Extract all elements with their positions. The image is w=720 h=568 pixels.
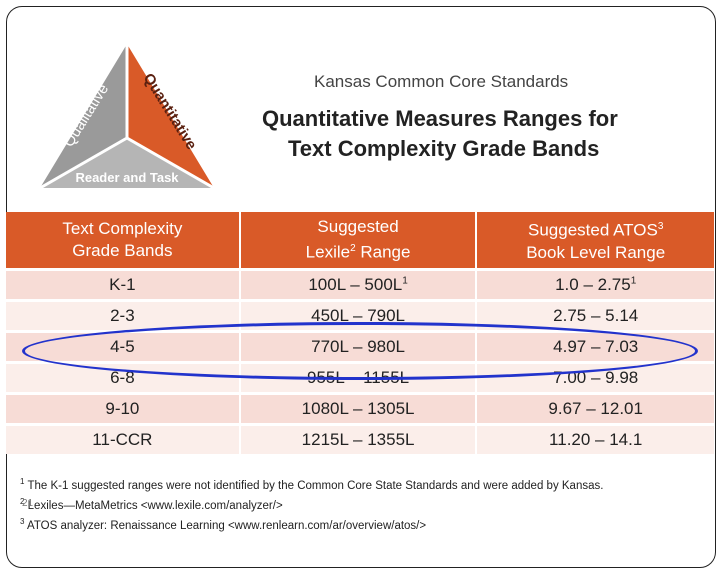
table-row: 9-10 1080L – 1305L 9.67 – 12.01 xyxy=(6,392,714,425)
qualitative-segment xyxy=(40,44,127,188)
lexile-cell: 1080L – 1305L xyxy=(239,392,478,425)
grade-band-cell: 9-10 xyxy=(6,392,241,425)
atos-cell: 11.20 – 14.1 xyxy=(476,423,714,454)
table-row: K-1 100L – 500L1 1.0 – 2.751 xyxy=(6,268,714,301)
page-number: 21 xyxy=(22,498,34,509)
table-row: 11-CCR 1215L – 1355L 11.20 – 14.1 xyxy=(6,423,714,454)
lexile-cell: 100L – 500L1 xyxy=(239,268,478,301)
atos-cell: 9.67 – 12.01 xyxy=(476,392,714,425)
text-complexity-triangle-logo: Qualitative Quantitative Reader and Task xyxy=(39,44,215,188)
title-line-2: Text Complexity Grade Bands xyxy=(288,136,600,161)
footnote-3: 3 ATOS analyzer: Renaissance Learning <w… xyxy=(20,516,427,532)
quantitative-segment xyxy=(127,44,214,188)
table-header-row: Text Complexity Grade Bands Suggested Le… xyxy=(6,212,714,270)
title-line-1: Quantitative Measures Ranges for xyxy=(262,106,618,131)
atos-cell: 1.0 – 2.751 xyxy=(476,268,714,301)
highlight-ellipse xyxy=(22,322,698,380)
header-lexile-range: Suggested Lexile2 Range xyxy=(239,212,478,270)
header-grade-bands: Text Complexity Grade Bands xyxy=(6,212,241,270)
reader-task-label: Reader and Task xyxy=(75,170,179,185)
grade-band-cell: K-1 xyxy=(6,268,241,301)
footnote-1: 1 The K-1 suggested ranges were not iden… xyxy=(20,477,604,492)
slide-heading: Kansas Common Core Standards Quantitativ… xyxy=(250,72,640,162)
footnote-2: 2 Lexiles—MetaMetrics <www.lexile.com/an… xyxy=(20,496,283,512)
reader-task-segment xyxy=(40,138,214,188)
header-atos-range: Suggested ATOS3 Book Level Range xyxy=(476,212,714,270)
grade-band-cell: 11-CCR xyxy=(6,423,241,454)
footnotes: 1 The K-1 suggested ranges were not iden… xyxy=(20,474,603,533)
subtitle: Kansas Common Core Standards xyxy=(314,72,569,91)
lexile-cell: 1215L – 1355L xyxy=(239,423,478,454)
